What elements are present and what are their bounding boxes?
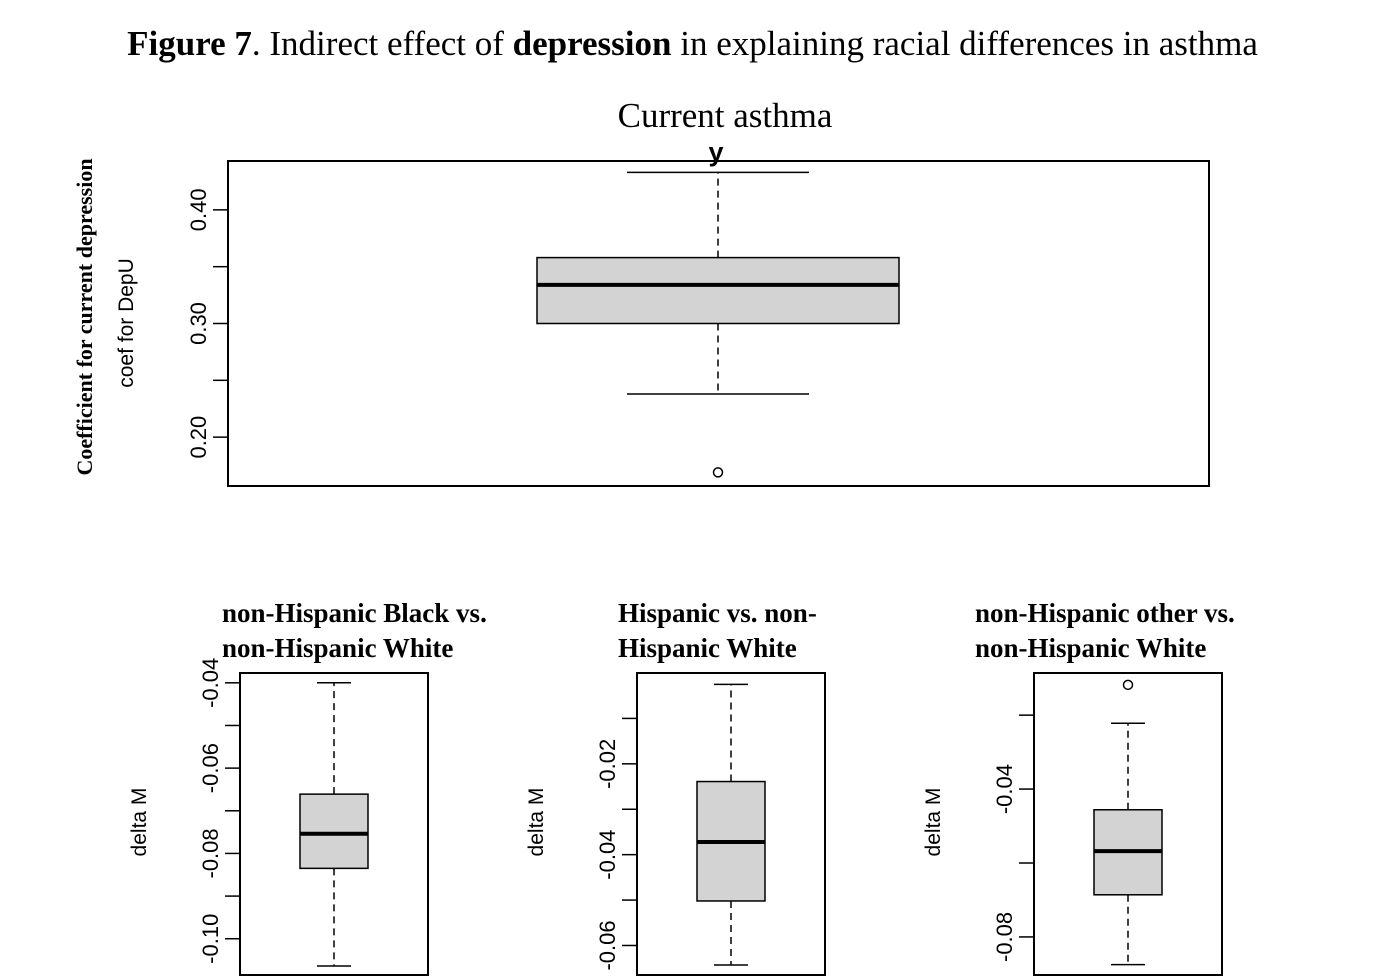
y-axis-label: delta M [525,788,548,857]
panel-title-line-1: non-Hispanic other vs. [975,598,1235,628]
y-tick-label: 0.20 [186,416,211,459]
panel-title-other-vs-white: non-Hispanic other vs. non-Hispanic Whit… [975,596,1235,666]
y-tick-label: -0.08 [198,828,223,878]
y-tick-label: -0.06 [198,743,223,793]
plot-area: -0.08 -0.04 [992,679,1163,966]
y-tick-label: -0.04 [595,830,620,880]
section-title: Current asthma [618,96,833,135]
panel-title-line-1: non-Hispanic Black vs. [222,598,487,628]
y-axis-label: delta M [922,788,945,857]
top-chart: Current asthma y Coefficient for current… [72,96,1210,487]
y-axis-label: delta M [128,788,151,857]
panel-title-line-2: non-Hispanic White [975,633,1207,663]
y-tick-label: -0.04 [198,658,223,708]
outlier-point [1122,679,1134,691]
panel-title-black-vs-white: non-Hispanic Black vs. non-Hispanic Whit… [222,596,487,666]
plot-area: -0.10 -0.08 -0.06 -0.04 [198,658,369,967]
plot-area: 0.20 0.30 0.40 [186,171,900,478]
panel-title-line-1: Hispanic vs. non- [618,598,817,628]
figure-caption: Figure 7. Indirect effect of depression … [0,22,1385,66]
panel-title-hispanic-vs-white: Hispanic vs. non- Hispanic White [618,596,817,666]
y-axis-label: coef for DepU [115,258,138,388]
figure-caption-bold-word: depression [512,24,672,63]
plot-area: -0.06 -0.04 -0.02 [595,683,766,971]
panel-title-line-2: Hispanic White [618,633,797,663]
outer-y-axis-label: Coefficient for current depression [72,158,97,475]
panel-title-line-2: non-Hispanic White [222,633,454,663]
figure-caption-text-2: in explaining racial differences in asth… [671,24,1258,63]
figure-label: Figure 7 [127,24,252,63]
outlier-point [712,467,724,478]
figure-caption-text-1: . Indirect effect of [251,24,513,63]
bottom-charts: delta M delta M delta M -0.10-0.08-0.06-… [128,658,1223,976]
y-tick-label: -0.04 [992,764,1017,814]
y-tick-label: 0.40 [186,188,211,231]
chart-title: y [708,137,723,167]
y-tick-label: -0.06 [595,920,620,970]
iqr-box [299,793,369,870]
y-tick-label: -0.08 [992,912,1017,962]
y-tick-label: 0.30 [186,302,211,345]
iqr-box [536,256,900,325]
y-tick-label: -0.02 [595,739,620,789]
y-tick-label: -0.10 [198,914,223,964]
